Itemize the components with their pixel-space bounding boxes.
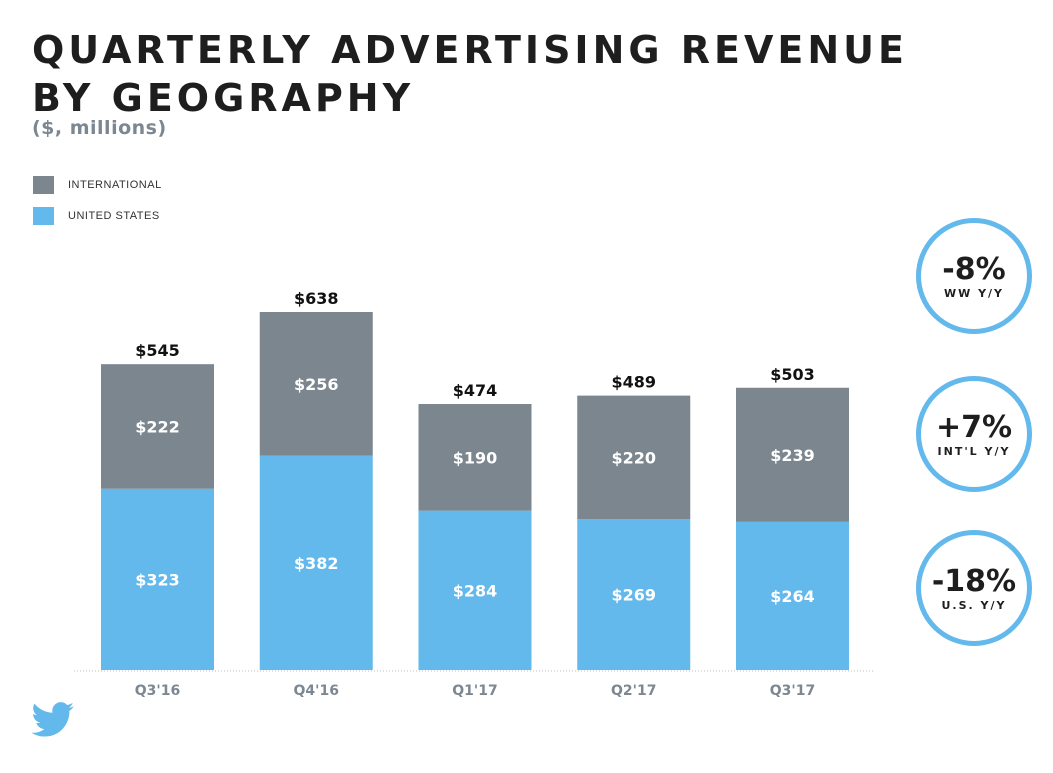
kpi-ww-value: -8% [942, 251, 1006, 287]
legend-item-international: INTERNATIONAL [33, 175, 162, 195]
bar-us-0 [101, 488, 214, 670]
bar-us-3 [577, 519, 691, 670]
x-tick-label-3: Q2'17 [611, 683, 656, 699]
total-label-4: $503 [770, 365, 815, 384]
x-tick-label-2: Q1'17 [452, 683, 497, 699]
bar-label-international-1: $256 [294, 375, 339, 394]
kpi-ww-caption: WW Y/Y [943, 286, 1005, 300]
x-tick-label-0: Q3'16 [135, 683, 180, 699]
total-label-2: $474 [453, 381, 498, 400]
legend-swatch-united-states [33, 207, 54, 225]
bar-label-us-4: $264 [770, 587, 815, 606]
chart-title-line-2: BY GEOGRAPHY [32, 76, 415, 120]
kpi-us-caption: U.S. Y/Y [941, 598, 1007, 612]
chart-subtitle: ($, millions) [32, 117, 167, 139]
bar-international-1 [259, 312, 373, 456]
bar-us-1 [259, 455, 373, 670]
bar-label-international-3: $220 [611, 448, 656, 467]
bar-international-3 [577, 395, 691, 520]
bar-label-international-0: $222 [135, 417, 180, 436]
bar-international-4 [736, 387, 849, 522]
chart-title: QUARTERLY ADVERTISING REVENUE BY GEOGRAP… [32, 26, 908, 122]
kpi-intl-yy: +7% INT'L Y/Y [916, 376, 1032, 492]
legend-label-international: INTERNATIONAL [68, 179, 162, 191]
x-tick-label-1: Q4'16 [294, 683, 339, 699]
total-label-0: $545 [135, 341, 180, 360]
kpi-us-value: -18% [931, 563, 1017, 599]
bar-label-international-4: $239 [770, 446, 815, 465]
legend-swatch-international [33, 176, 54, 194]
bar-international-0 [101, 364, 214, 489]
kpi-intl-caption: INT'L Y/Y [937, 444, 1011, 458]
chart-title-line-1: QUARTERLY ADVERTISING REVENUE [32, 28, 908, 72]
twitter-bird-icon [31, 702, 74, 737]
bar-label-us-2: $284 [453, 581, 498, 600]
kpi-ww-yy: -8% WW Y/Y [916, 218, 1032, 334]
bar-label-us-3: $269 [611, 586, 656, 605]
bar-label-international-2: $190 [453, 448, 498, 467]
bar-us-2 [418, 510, 532, 670]
bar-label-us-1: $382 [294, 554, 339, 573]
total-label-3: $489 [611, 373, 656, 392]
legend: INTERNATIONAL UNITED STATES [33, 175, 162, 237]
bar-international-2 [418, 404, 532, 511]
bar-us-4 [736, 521, 849, 670]
total-label-1: $638 [294, 289, 339, 308]
legend-label-united-states: UNITED STATES [68, 210, 160, 222]
kpi-intl-value: +7% [935, 409, 1013, 445]
kpi-us-yy: -18% U.S. Y/Y [916, 530, 1032, 646]
bar-label-us-0: $323 [135, 570, 180, 589]
legend-item-united-states: UNITED STATES [33, 206, 162, 226]
x-tick-label-4: Q3'17 [770, 683, 815, 699]
